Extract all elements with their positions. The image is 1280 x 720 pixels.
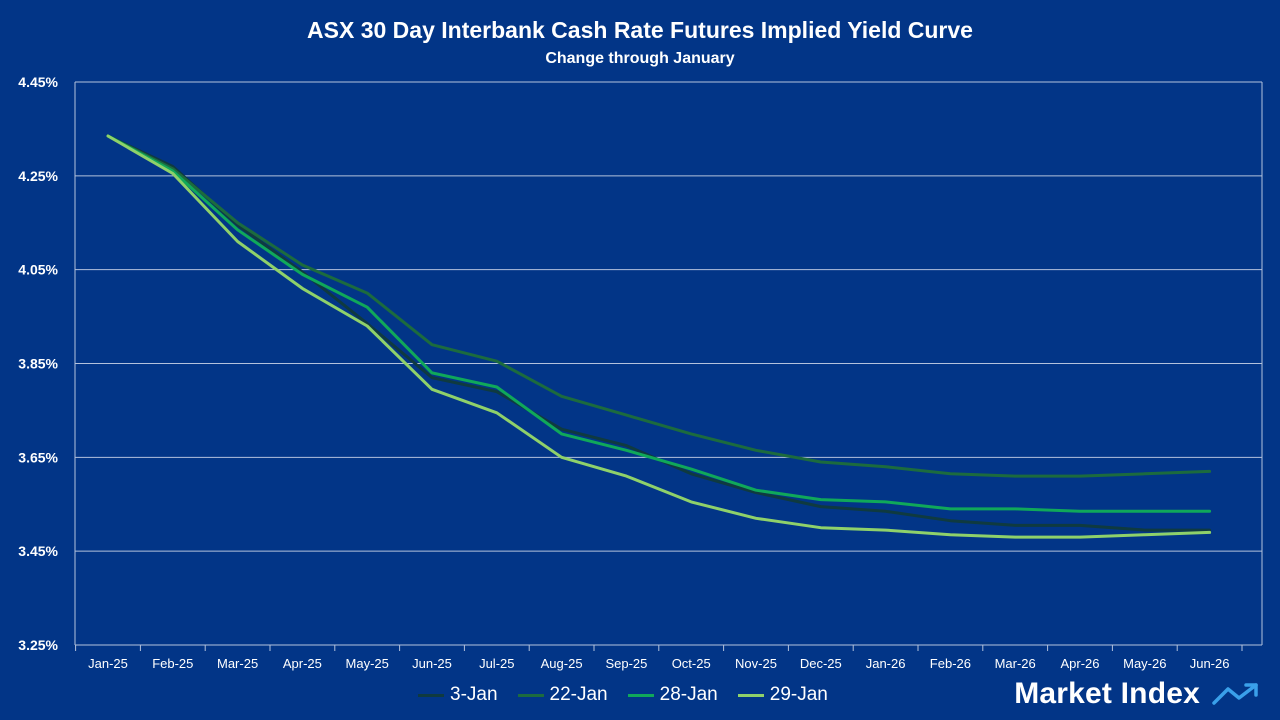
legend-swatch bbox=[418, 693, 444, 697]
series-line-28-jan bbox=[106, 134, 1212, 513]
series-line-22-jan bbox=[106, 134, 1212, 478]
x-tick-label: Mar-25 bbox=[217, 656, 258, 671]
y-tick-label: 4.25% bbox=[18, 168, 58, 184]
legend-label: 22-Jan bbox=[549, 684, 608, 705]
x-tick-label: Jan-26 bbox=[866, 656, 906, 671]
x-tick-label: Dec-25 bbox=[800, 656, 842, 671]
x-tick-label: Oct-25 bbox=[672, 656, 711, 671]
legend-swatch bbox=[627, 693, 654, 697]
x-tick-label: May-25 bbox=[346, 656, 389, 671]
x-tick-label: Aug-25 bbox=[541, 656, 583, 671]
x-tick-label: Jun-26 bbox=[1190, 656, 1230, 671]
y-tick-label: 3.25% bbox=[18, 637, 58, 653]
x-tick-label: Nov-25 bbox=[735, 656, 777, 671]
brand-name: Market Index bbox=[1014, 677, 1200, 710]
legend: 3-Jan 22-Jan 28-Jan 29-Jan bbox=[418, 684, 828, 706]
legend-label: 28-Jan bbox=[659, 684, 718, 705]
legend-swatch bbox=[737, 693, 764, 697]
legend-label: 29-Jan bbox=[769, 684, 828, 705]
legend-item-22-jan: 22-Jan bbox=[517, 684, 608, 706]
x-tick-label: Jan-25 bbox=[88, 656, 128, 671]
y-tick-label: 3.85% bbox=[18, 356, 58, 372]
legend-item-28-jan: 28-Jan bbox=[627, 684, 718, 706]
x-axis: Jan-25 Feb-25 Mar-25 Apr-25 May-25 Jun-25 Jul-… bbox=[88, 656, 1229, 671]
legend-swatch bbox=[517, 693, 544, 697]
trend-up-icon bbox=[1212, 683, 1258, 705]
x-tick-label: May-26 bbox=[1123, 656, 1166, 671]
y-tick-label: 3.65% bbox=[18, 449, 58, 465]
x-tick-label: Mar-26 bbox=[995, 656, 1036, 671]
y-tick-label: 3.45% bbox=[18, 543, 58, 559]
x-tick-label: Jun-25 bbox=[412, 656, 452, 671]
x-tick-label: Feb-25 bbox=[152, 656, 193, 671]
legend-item-29-jan: 29-Jan bbox=[737, 684, 828, 706]
series-lines bbox=[106, 134, 1212, 539]
y-tick-label: 4.05% bbox=[18, 262, 58, 278]
gridlines bbox=[74, 81, 1263, 651]
x-tick-label: Apr-25 bbox=[283, 656, 322, 671]
y-tick-label: 4.45% bbox=[18, 74, 58, 90]
chart-title: ASX 30 Day Interbank Cash Rate Futures I… bbox=[307, 17, 973, 43]
chart-subtitle: Change through January bbox=[545, 50, 734, 67]
legend-item-3-jan: 3-Jan bbox=[418, 684, 498, 706]
series-line-3-jan bbox=[106, 134, 1212, 532]
x-tick-label: Feb-26 bbox=[930, 656, 971, 671]
x-tick-label: Sep-25 bbox=[605, 656, 647, 671]
x-tick-label: Apr-26 bbox=[1060, 656, 1099, 671]
legend-label: 3-Jan bbox=[450, 684, 498, 705]
y-axis: 4.45% 4.25% 4.05% 3.85% 3.65% 3.45% 3.25% bbox=[18, 74, 58, 653]
brand-logo: Market Index bbox=[1014, 674, 1260, 714]
series-line-29-jan bbox=[106, 134, 1212, 539]
x-tick-label: Jul-25 bbox=[479, 656, 514, 671]
